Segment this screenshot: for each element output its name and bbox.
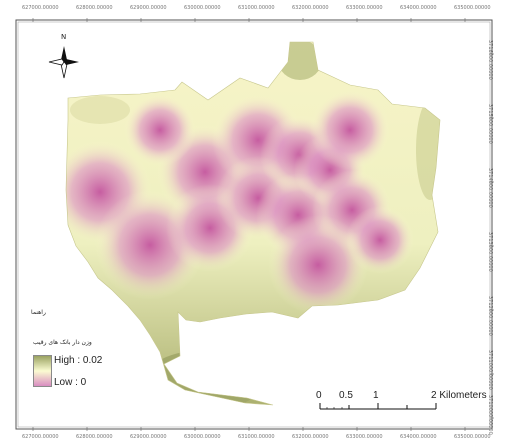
scale-label-0: 0 [316,390,322,401]
tick-label-bottom: 634000.00000 [400,434,437,440]
legend-heading: وزن دار بانک های رقیب [33,339,92,346]
city-boundary [65,41,441,406]
tick-label-bottom: 628000.00000 [76,434,113,440]
tick-label-bottom: 629000.00000 [130,434,167,440]
north-label: N [61,33,67,41]
tick-label-right: 3716000.00000 [487,40,493,80]
tick-label-bottom: 635000.00000 [454,434,491,440]
tick-label-top: 635000.00000 [454,5,491,11]
tick-label-top: 633000.00000 [346,5,383,11]
tick-label-bottom: 633000.00000 [346,434,383,440]
legend-layer-title: راهنما [31,309,46,316]
tick-label-top: 627000.00000 [22,5,59,11]
tick-label-top: 631000.00000 [238,5,275,11]
tick-label-top: 628000.00000 [76,5,113,11]
scale-label-0-5: 0.5 [339,390,353,401]
tick-label-right: 3711000.00000 [487,350,493,390]
tick-label-top: 629000.00000 [130,5,167,11]
tick-label-top: 630000.00000 [184,5,221,11]
legend-high-label: High : 0.02 [54,355,103,366]
legend-color-ramp [33,355,52,387]
tick-label-bottom: 630000.00000 [184,434,221,440]
tick-label-bottom: 631000.00000 [238,434,275,440]
scale-bar [319,403,437,410]
north-arrow-icon [48,46,79,79]
tick-label-right: 3712000.00000 [487,296,493,336]
tick-label-right: 3710000.00000 [487,395,493,435]
frame-ticks [32,18,494,431]
tick-label-bottom: 627000.00000 [22,434,59,440]
map-inner-border [17,21,491,428]
tick-label-right: 3714000.00000 [487,168,493,208]
legend-low-label: Low : 0 [54,377,87,388]
tick-label-top: 634000.00000 [400,5,437,11]
tick-label-right: 3713000.00000 [487,232,493,272]
tick-label-bottom: 632000.00000 [292,434,329,440]
tick-label-right: 3715000.00000 [487,104,493,144]
scale-label-1: 1 [373,390,379,401]
scale-label-2-km: 2 Kilometers [431,390,487,401]
tick-label-top: 632000.00000 [292,5,329,11]
